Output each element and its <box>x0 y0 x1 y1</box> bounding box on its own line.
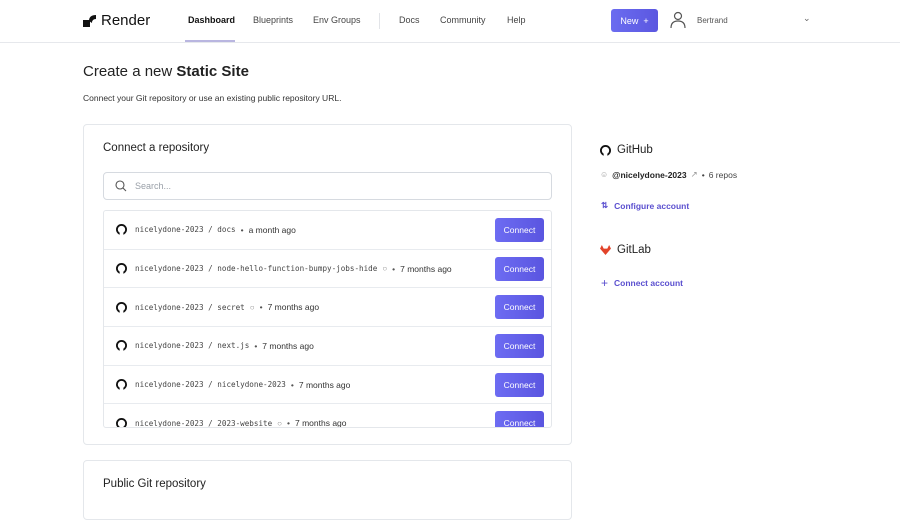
dot: • <box>290 379 294 390</box>
connect-button[interactable]: Connect <box>495 295 544 320</box>
repo-row: nicelydone-2023 / 2023-website ○ • 7 mon… <box>104 404 551 428</box>
nav-divider <box>379 13 380 29</box>
connect-gitlab-link[interactable]: + Connect account <box>601 276 683 290</box>
dot: • <box>701 169 705 180</box>
nav-dashboard[interactable]: Dashboard <box>188 15 236 25</box>
plus-icon: + <box>643 15 649 26</box>
configure-account-link[interactable]: ⇅ Configure account <box>601 200 689 211</box>
connect-account-label: Connect account <box>614 278 683 288</box>
render-logo[interactable]: Render <box>83 12 150 29</box>
search-icon <box>115 180 127 192</box>
gitlab-icon <box>600 245 611 255</box>
gitlab-heading: GitLab <box>600 244 651 256</box>
lock-icon: ○ <box>249 302 255 312</box>
repo-name: nicelydone-2023 / nicelydone-2023 <box>135 380 286 390</box>
connect-repository-card: Connect a repository <box>83 124 572 445</box>
search-placeholder: Search... <box>135 181 172 191</box>
dot: • <box>259 302 263 313</box>
dot: • <box>287 418 290 428</box>
repo-updated: 7 months ago <box>295 418 347 428</box>
new-label: New <box>620 15 639 26</box>
connect-button[interactable]: Connect <box>495 411 544 427</box>
user-name[interactable]: Bertrand <box>697 16 728 25</box>
github-icon <box>116 301 127 313</box>
nav-docs[interactable]: Docs <box>399 15 420 25</box>
github-icon <box>116 417 127 427</box>
repo-name: nicelydone-2023 / docs <box>135 225 236 235</box>
repo-updated: 7 months ago <box>298 379 351 390</box>
github-account-line: ☺ @nicelydone-2023 ↗ • 6 repos <box>600 169 737 180</box>
new-button[interactable]: New + <box>611 9 658 32</box>
dot: • <box>240 224 244 235</box>
lock-icon: ○ <box>277 418 283 428</box>
page-title: Create a new Static Site <box>83 63 249 80</box>
connect-button[interactable]: Connect <box>495 372 544 397</box>
dot: • <box>254 340 258 351</box>
repo-updated: a month ago <box>248 224 296 235</box>
gitlab-title: GitLab <box>617 244 651 256</box>
external-link-icon[interactable]: ↗ <box>690 169 698 179</box>
configure-label: Configure account <box>614 200 690 211</box>
page-subtitle: Connect your Git repository or use an ex… <box>83 93 342 103</box>
github-heading: GitHub <box>600 144 653 156</box>
repo-list[interactable]: nicelydone-2023 / docs • a month ago Con… <box>103 210 552 428</box>
repo-name: nicelydone-2023 / node-hello-function-bu… <box>135 264 378 274</box>
repo-name: nicelydone-2023 / 2023-website <box>135 418 273 428</box>
connect-button[interactable]: Connect <box>495 218 544 242</box>
person-icon: ☺ <box>600 170 609 179</box>
repo-updated: 7 months ago <box>400 263 452 274</box>
plus-icon: + <box>601 276 609 290</box>
card-title: Connect a repository <box>103 142 210 154</box>
connect-button[interactable]: Connect <box>495 256 544 281</box>
user-icon[interactable] <box>670 11 686 29</box>
repo-name: nicelydone-2023 / next.js <box>135 341 250 351</box>
github-account[interactable]: @nicelydone-2023 <box>612 169 687 180</box>
github-icon <box>116 379 127 391</box>
repo-updated: 7 months ago <box>267 302 320 313</box>
active-tab-indicator <box>185 40 235 42</box>
dot: • <box>392 263 396 274</box>
github-icon <box>600 144 611 156</box>
repo-count: 6 repos <box>708 169 738 180</box>
nav-env-groups[interactable]: Env Groups <box>313 15 361 25</box>
public-repo-card: Public Git repository <box>83 460 572 520</box>
repo-row: nicelydone-2023 / node-hello-function-bu… <box>104 250 551 289</box>
nav-blueprints[interactable]: Blueprints <box>253 15 294 25</box>
render-logo-icon <box>83 14 96 27</box>
repo-name: nicelydone-2023 / secret <box>135 302 245 312</box>
repo-row: nicelydone-2023 / secret ○ • 7 months ag… <box>104 288 551 328</box>
nav-help[interactable]: Help <box>507 15 526 25</box>
github-icon <box>116 224 127 236</box>
title-bold: Static Site <box>176 63 249 80</box>
chevron-down-icon[interactable]: ⌄ <box>803 13 811 23</box>
lock-icon: ○ <box>382 264 388 274</box>
repo-row: nicelydone-2023 / docs • a month ago Con… <box>104 211 551 250</box>
search-input[interactable]: Search... <box>103 172 552 200</box>
repo-updated: 7 months ago <box>262 340 314 351</box>
repo-row: nicelydone-2023 / next.js • 7 months ago… <box>104 327 551 366</box>
title-prefix: Create a new <box>83 63 173 80</box>
brand-name: Render <box>101 12 151 29</box>
top-nav <box>0 0 900 43</box>
repo-row: nicelydone-2023 / nicelydone-2023 • 7 mo… <box>104 366 551 405</box>
sliders-icon: ⇅ <box>601 200 609 210</box>
github-icon <box>116 263 127 275</box>
nav-community[interactable]: Community <box>440 15 486 25</box>
github-icon <box>116 340 127 352</box>
github-title: GitHub <box>617 144 653 156</box>
card-title: Public Git repository <box>103 478 206 490</box>
connect-button[interactable]: Connect <box>495 334 544 359</box>
